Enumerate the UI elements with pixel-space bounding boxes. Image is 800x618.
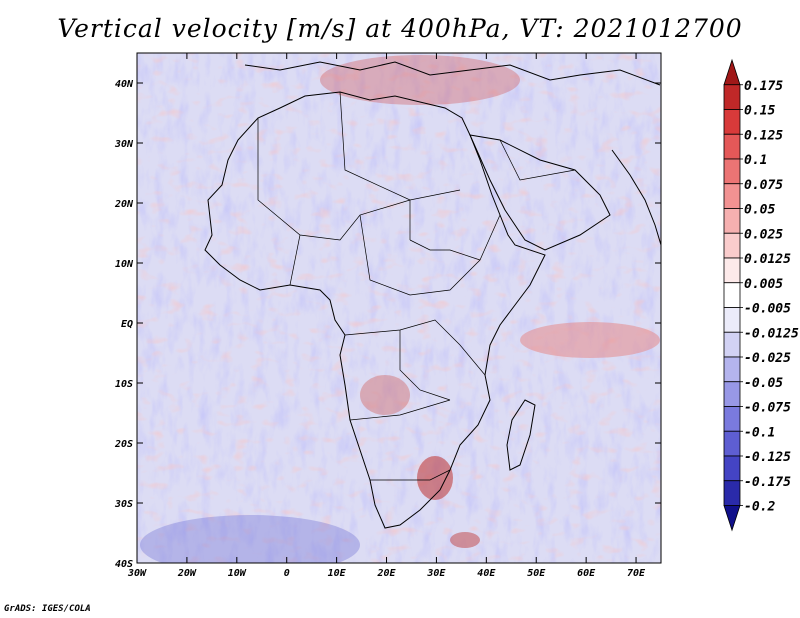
lon-tick-label: 70E xyxy=(627,568,646,579)
madagascar-coastline xyxy=(506,399,536,471)
colorbar-label: -0.0125 xyxy=(744,326,799,341)
lat-axis: 40N 30N 20N 10N EQ 10S 20S 30S 40S xyxy=(114,79,661,570)
colorbar-bottom-arrow xyxy=(723,505,741,532)
colorbar-swatch xyxy=(723,133,741,160)
colorbar-label: -0.025 xyxy=(744,351,791,366)
colorbar-label: -0.005 xyxy=(744,302,791,317)
chart-title: Vertical velocity [m/s] at 400hPa, VT: 2… xyxy=(57,14,743,43)
colorbar-swatch xyxy=(723,455,741,482)
map-frame xyxy=(136,52,662,564)
grads-credit: GrADS: IGES/COLA xyxy=(4,604,91,614)
india-coastline xyxy=(611,149,661,246)
colorbar-swatch xyxy=(723,282,741,308)
lon-tick-label: 0 xyxy=(284,568,290,579)
lon-tick-label: 10W xyxy=(228,568,247,579)
velocity-field xyxy=(137,53,661,563)
colorbar-swatch xyxy=(723,158,741,185)
colorbar-label: 0.1 xyxy=(744,153,767,168)
colorbar-swatch xyxy=(723,356,741,383)
colorbar-label: -0.2 xyxy=(744,500,775,515)
europe-coastline xyxy=(244,61,661,86)
colorbar-swatch xyxy=(723,480,741,506)
lon-tick-label: 50E xyxy=(527,568,546,579)
colorbar-label: -0.05 xyxy=(744,376,783,391)
lat-tick-label: 10N xyxy=(115,259,134,270)
colorbar-top-arrow xyxy=(723,58,741,86)
colorbar-swatch xyxy=(723,109,741,135)
lon-tick-label: 10E xyxy=(328,568,347,579)
coastlines xyxy=(204,61,661,529)
colorbar-swatch xyxy=(723,183,741,209)
colorbar-swatch xyxy=(723,84,741,110)
lat-tick-label: 20S xyxy=(114,439,133,450)
colorbar-label: 0.05 xyxy=(744,203,775,218)
colorbar-swatch xyxy=(723,208,741,234)
arabia-coastline xyxy=(469,134,611,251)
lon-tick-label: 60E xyxy=(577,568,596,579)
lon-tick-label: 40E xyxy=(477,568,496,579)
colorbar-swatch xyxy=(723,381,741,407)
colorbar-label: 0.175 xyxy=(744,79,783,94)
colorbar-label: 0.125 xyxy=(744,128,783,143)
colorbar-label: 0.005 xyxy=(744,277,783,292)
lat-tick-label: EQ xyxy=(121,319,133,330)
colorbar-label: -0.075 xyxy=(744,401,791,416)
colorbar-label: 0.0125 xyxy=(744,252,791,267)
colorbar-label: -0.1 xyxy=(744,425,775,440)
colorbar-swatch xyxy=(723,331,741,358)
lon-tick-label: 30E xyxy=(426,568,446,579)
colorbar-swatch xyxy=(723,307,741,333)
colorbar: 0.175 0.15 0.125 0.1 0.075 0.05 0.025 0.0125 0.0… xyxy=(723,58,799,532)
lat-tick-label: 30N xyxy=(114,139,134,150)
colorbar-swatch xyxy=(723,257,741,284)
lat-tick-label: 40N xyxy=(115,79,134,90)
lon-tick-label: 20W xyxy=(177,568,197,579)
colorbar-label: -0.175 xyxy=(744,475,791,490)
colorbar-label: 0.15 xyxy=(744,104,775,119)
colorbar-swatch xyxy=(723,232,741,259)
africa-coastline xyxy=(204,91,546,529)
colorbar-swatch xyxy=(723,406,741,432)
lat-tick-label: 40S xyxy=(115,559,133,570)
lon-tick-label: 20E xyxy=(376,568,396,579)
lat-tick-label: 20N xyxy=(114,199,134,210)
colorbar-label: 0.025 xyxy=(744,227,783,242)
lon-tick-label: 30W xyxy=(127,568,147,579)
colorbar-label: -0.125 xyxy=(744,450,791,465)
lon-axis: 30W 20W 10W 0 10E 20E 30E 40E 50E 60E 70E xyxy=(127,53,646,579)
lat-tick-label: 10S xyxy=(115,379,133,390)
colorbar-label: 0.075 xyxy=(744,178,783,193)
country-borders xyxy=(257,91,576,481)
colorbar-swatch xyxy=(723,430,741,457)
lat-tick-label: 30S xyxy=(114,499,133,510)
